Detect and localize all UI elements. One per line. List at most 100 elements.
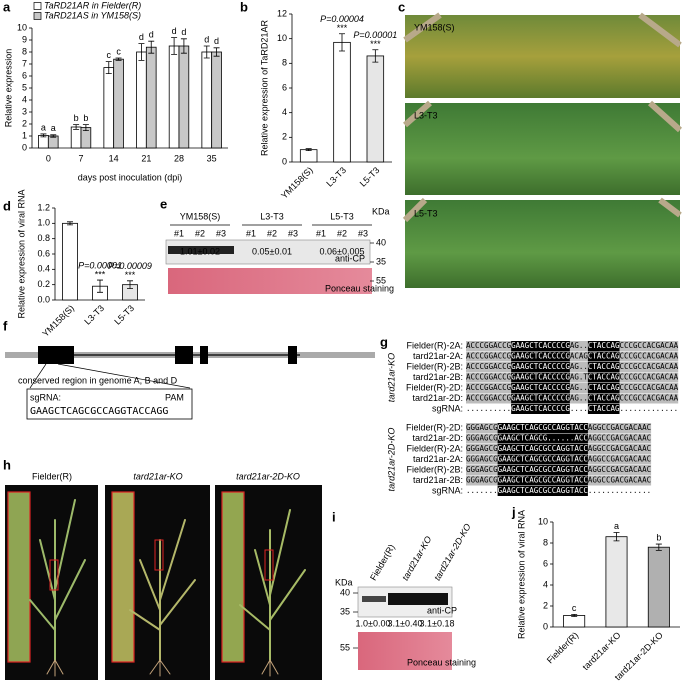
row-name: Fielder(R)-2A: <box>406 443 463 453</box>
error-bar <box>50 134 57 138</box>
lane-label: #1 <box>246 228 256 238</box>
sequence-run: ACCCGGACCG <box>466 352 512 361</box>
match-block <box>587 351 620 362</box>
y-axis-label: Relative expression of viral RNA <box>516 510 526 639</box>
bar <box>70 126 82 149</box>
x-tick-label: Fielder(R) <box>545 630 580 665</box>
y-tick-label: 2 <box>543 600 548 610</box>
significance-letter: c <box>116 46 121 56</box>
match-block <box>587 404 620 414</box>
error-bar <box>82 124 89 131</box>
error-bar <box>115 57 122 61</box>
match-block <box>511 351 570 362</box>
bar <box>563 615 586 628</box>
exon <box>200 346 208 364</box>
x-tick-label: 0 <box>46 153 51 163</box>
significance-letter: d <box>181 27 186 37</box>
match-block <box>511 383 570 393</box>
bar <box>103 67 115 149</box>
bar <box>647 546 670 628</box>
error-bar <box>105 61 112 74</box>
sequence-run: CTACCAG <box>588 404 620 413</box>
bar <box>366 55 385 163</box>
error-bar <box>127 280 133 289</box>
significance-letter: d <box>214 36 219 46</box>
error-bar <box>339 33 345 52</box>
significance-letter: a <box>614 521 619 531</box>
error-bar <box>305 148 312 152</box>
lane-label: Fielder(R) <box>368 543 397 583</box>
row-shade <box>466 393 679 404</box>
sequence-run: ACCCGGACCG <box>466 394 512 403</box>
match-block <box>587 383 620 393</box>
sequence-run: GGGAGCG <box>466 476 498 485</box>
sgrna-seq: GAAGCTCAGCGCCAGGTACC <box>30 406 150 417</box>
error-bar <box>171 37 178 55</box>
sequence-run: ACCCGGACCG <box>466 362 512 371</box>
x-tick-label: L3-T3 <box>82 303 106 327</box>
row-name: Fielder(R)-2B: <box>406 361 463 371</box>
error-bar <box>97 279 103 293</box>
marker-label: 55 <box>376 275 386 285</box>
y-tick-label: 0.0 <box>37 294 50 304</box>
sequence-run: GGGAGCG <box>466 434 498 443</box>
bar <box>62 222 78 301</box>
lane-label: #2 <box>337 228 347 238</box>
y-tick-label: 2 <box>282 132 287 142</box>
panel-label: i <box>332 509 336 524</box>
row-shade <box>466 341 679 351</box>
significance-letter: b <box>74 113 79 123</box>
marker-label: 40 <box>340 587 350 597</box>
y-tick-label: 0 <box>22 142 27 152</box>
error-bar <box>67 221 73 226</box>
sequence-run: GGGAGCG <box>466 455 498 464</box>
sequence-run: CCCGCCACGACAA <box>620 394 679 403</box>
sequence: ..........GAAGCTCACCCCG....CTACCAG......… <box>466 404 678 413</box>
significance-letter: d <box>172 26 177 36</box>
lane-label: tard21ar-2D-KO <box>432 522 473 582</box>
y-tick-label: 6 <box>543 558 548 568</box>
y-tick-label: 1.2 <box>37 202 50 212</box>
row-shade <box>466 383 679 393</box>
sequence-run: AG.. <box>570 383 588 392</box>
x-tick-label: YM158(S) <box>40 303 76 339</box>
match-block <box>511 404 570 414</box>
p-value: P=0.00001 <box>78 260 122 270</box>
significance-stars: *** <box>370 39 381 49</box>
sequence-run: GAAGCTCACCCCG <box>511 383 570 392</box>
significance-letter: d <box>204 34 209 44</box>
field-photo <box>405 103 680 195</box>
panel-label: b <box>240 0 248 14</box>
row-shade <box>466 362 679 372</box>
sequence-run: .... <box>570 404 588 413</box>
sequence-run: CTACCAG <box>588 383 620 392</box>
blot-band <box>168 246 234 254</box>
bar <box>299 149 318 163</box>
stain-label: Ponceau staining <box>407 657 476 667</box>
sequence-run: CCCGCCACGACAA <box>620 383 679 392</box>
photo-caption: Fielder(R) <box>32 471 72 481</box>
y-axis-label: Relative expression <box>3 49 13 128</box>
bar <box>211 51 222 149</box>
sgrna-label: sgRNA: <box>30 392 61 402</box>
sequence: ACCCGGACCGGAAGCTCACCCCGAG.TCTACCAGCCCGCC… <box>466 373 679 382</box>
row-name: sgRNA: <box>432 403 463 413</box>
sequence-run: GAAGCTCACCCCG <box>511 341 570 350</box>
match-block <box>511 362 570 372</box>
significance-stars: *** <box>95 269 106 279</box>
significance-letter: b <box>83 113 88 123</box>
group-label: YM158(S) <box>180 211 221 221</box>
sequence: .......GAAGCTCAGCGCCAGGTACC.............… <box>466 486 651 495</box>
quant-label: 3.1±0.40 <box>388 618 423 628</box>
sequence-run: AG.. <box>570 362 588 371</box>
significance-stars: *** <box>337 23 348 33</box>
y-tick-label: 9 <box>22 34 27 44</box>
x-tick-label: 14 <box>109 153 119 163</box>
ponceau-blot <box>358 632 452 670</box>
sequence: ACCCGGACCGGAAGCTCACCCCGAG..CTACCAGCCCGCC… <box>466 341 679 350</box>
bar <box>47 135 59 149</box>
marker-label: 35 <box>340 606 350 616</box>
significance-letter: c <box>572 603 577 613</box>
y-tick-label: 0.8 <box>37 233 50 243</box>
lane-label: #3 <box>216 228 226 238</box>
